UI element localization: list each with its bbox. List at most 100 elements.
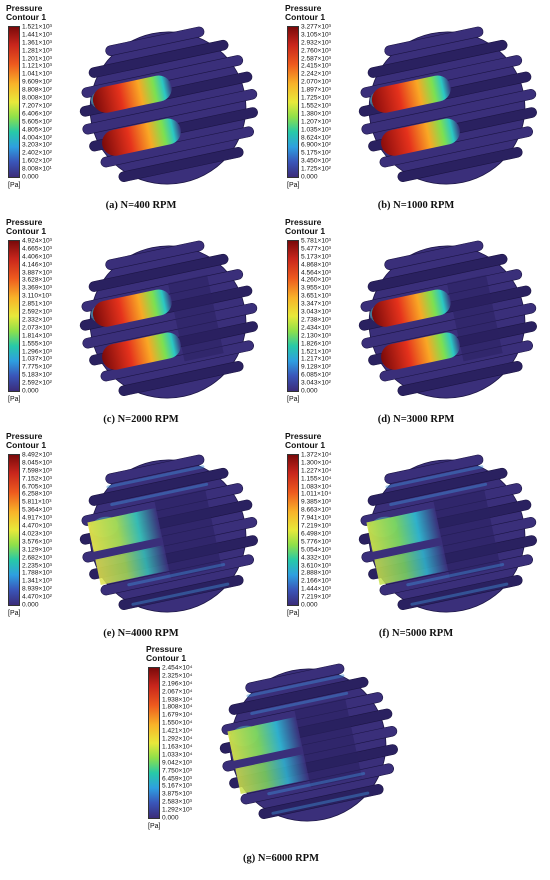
colorbar-tick-label: 7.207×10² — [22, 102, 52, 110]
colorbar-tick-label: 4.146×10³ — [22, 261, 52, 269]
colorbar-tick-label: 9.042×10³ — [162, 759, 192, 767]
colorbar-tick-label: 7.941×10³ — [301, 514, 331, 522]
colorbar — [148, 667, 160, 819]
colorbar-tick-label: 3.887×10³ — [22, 269, 52, 277]
colorbar-tick-label: 4.564×10³ — [301, 269, 331, 277]
legend-title-line2: Contour 1 — [285, 440, 326, 450]
colorbar-tick-label: 1.281×10³ — [22, 47, 52, 55]
colorbar-tick-label: 1.227×10⁴ — [301, 467, 332, 475]
colorbar — [287, 454, 299, 606]
colorbar-tick-label: 2.434×10³ — [301, 324, 331, 332]
colorbar-tick-label: 4.665×10³ — [22, 245, 52, 253]
colorbar-tick-label: 2.242×10³ — [301, 70, 331, 78]
legend: Pressure Contour 1 1.372×10⁴ 1.300×10⁴ 1.227… — [285, 432, 355, 618]
panel-b: Pressure Contour 1 3.277×10³ 3.105×10³ 2.932… — [285, 4, 547, 219]
panel-c: Pressure Contour 1 4.924×10³ 4.665×10³ 4.406… — [6, 218, 276, 433]
colorbar-tick-label: 5.183×10² — [22, 371, 52, 379]
colorbar-tick-label: 5.167×10³ — [162, 782, 192, 790]
legend-unit: [Pa] — [8, 396, 21, 403]
panel-caption: (f) N=5000 RPM — [378, 628, 454, 639]
colorbar-tick-label: 1.555×10³ — [22, 340, 52, 348]
colorbar-tick-label: 1.521×10³ — [301, 348, 331, 356]
colorbar-tick-label: 2.682×10³ — [22, 554, 52, 562]
legend: Pressure Contour 1 3.277×10³ 3.105×10³ 2.932… — [285, 3, 355, 190]
colorbar — [8, 454, 20, 606]
colorbar-tick-label: 7.750×10³ — [162, 767, 192, 775]
legend: Pressure Contour 1 4.924×10³ 4.665×10³ 4.406… — [6, 217, 76, 404]
colorbar — [8, 26, 20, 178]
legend: Pressure Contour 1 8.492×10³ 8.045×10³ 7.598… — [6, 432, 76, 618]
colorbar-tick-label: 2.932×10³ — [301, 39, 331, 47]
colorbar-tick-label: 4.470×10³ — [22, 522, 52, 530]
colorbar-tick-label: 0.000 — [162, 814, 179, 822]
colorbar-tick-label: 6.406×10² — [22, 110, 52, 118]
legend-title-line1: Pressure — [285, 3, 322, 13]
colorbar-tick-label: 5.175×10² — [301, 149, 331, 157]
colorbar-tick-label: 5.477×10³ — [301, 245, 331, 253]
colorbar-tick-label: 1.552×10³ — [301, 102, 331, 110]
legend-unit: [Pa] — [8, 610, 21, 617]
colorbar-tick-label: 1.292×10⁴ — [162, 735, 193, 743]
colorbar-tick-label: 2.130×10³ — [301, 332, 331, 340]
colorbar — [287, 240, 299, 392]
colorbar-tick-label: 2.070×10³ — [301, 78, 331, 86]
legend-title-line2: Contour 1 — [146, 653, 187, 663]
colorbar-tick-label: 3.043×10² — [301, 379, 331, 387]
colorbar-tick-label: 1.292×10³ — [162, 806, 192, 814]
colorbar-tick-label: 5.054×10³ — [301, 546, 331, 554]
pressure-contour-render — [68, 232, 268, 412]
colorbar-tick-label: 1.897×10³ — [301, 86, 331, 94]
colorbar-tick-label: 2.332×10³ — [22, 316, 52, 324]
colorbar-tick-label: 4.470×10² — [22, 593, 52, 601]
colorbar-tick-label: 1.808×10⁴ — [162, 703, 193, 711]
colorbar-tick-label: 2.592×10³ — [22, 308, 52, 316]
legend-unit: [Pa] — [287, 396, 300, 403]
colorbar-tick-label: 6.900×10² — [301, 141, 331, 149]
panel-f: Pressure Contour 1 1.372×10⁴ 1.300×10⁴ 1.227… — [285, 432, 547, 647]
colorbar-tick-label: 1.444×10³ — [301, 585, 331, 593]
colorbar-tick-label: 2.067×10⁴ — [162, 688, 193, 696]
colorbar-tick-label: 3.129×10³ — [22, 546, 52, 554]
legend-title-line1: Pressure — [6, 217, 43, 227]
colorbar-tick-label: 2.073×10³ — [22, 324, 52, 332]
legend-unit: [Pa] — [287, 610, 300, 617]
colorbar-tick-label: 9.128×10² — [301, 363, 331, 371]
colorbar-tick-label: 1.033×10⁴ — [162, 751, 193, 759]
colorbar-tick-label: 7.598×10³ — [22, 467, 52, 475]
colorbar-tick-label: 3.610×10³ — [301, 562, 331, 570]
colorbar-tick-label: 8.808×10² — [22, 86, 52, 94]
legend-title-line2: Contour 1 — [6, 12, 47, 22]
colorbar-tick-label: 1.550×10⁴ — [162, 719, 193, 727]
legend-unit: [Pa] — [287, 182, 300, 189]
colorbar-tick-label: 7.219×10² — [301, 593, 331, 601]
pressure-contour-render — [347, 446, 547, 626]
legend-title-line1: Pressure — [6, 3, 43, 13]
colorbar-tick-label: 4.332×10³ — [301, 554, 331, 562]
colorbar-tick-label: 5.781×10³ — [301, 237, 331, 245]
colorbar-tick-label: 1.361×10³ — [22, 39, 52, 47]
colorbar-tick-label: 1.788×10³ — [22, 569, 52, 577]
panel-e: Pressure Contour 1 8.492×10³ 8.045×10³ 7.598… — [6, 432, 276, 647]
panel-a: Pressure Contour 1 1.521×10³ 1.441×10³ 1.361… — [6, 4, 276, 219]
colorbar-tick-label: 1.300×10⁴ — [301, 459, 332, 467]
colorbar-tick-label: 2.738×10³ — [301, 316, 331, 324]
colorbar-tick-label: 7.152×10³ — [22, 475, 52, 483]
colorbar-tick-label: 4.406×10³ — [22, 253, 52, 261]
panel-caption: (d) N=3000 RPM — [377, 414, 455, 425]
legend-unit: [Pa] — [8, 182, 21, 189]
colorbar-tick-label: 2.583×10³ — [162, 798, 192, 806]
colorbar-tick-label: 1.163×10⁴ — [162, 743, 193, 751]
colorbar-tick-label: 1.296×10³ — [22, 348, 52, 356]
colorbar-tick-label: 1.121×10³ — [22, 62, 52, 70]
colorbar — [287, 26, 299, 178]
colorbar-tick-label: 2.166×10³ — [301, 577, 331, 585]
colorbar-tick-label: 1.155×10⁴ — [301, 475, 332, 483]
colorbar-tick-label: 6.258×10³ — [22, 490, 52, 498]
colorbar-tick-label: 1.421×10⁴ — [162, 727, 193, 735]
colorbar-tick-label: 3.347×10³ — [301, 300, 331, 308]
colorbar-tick-label: 2.415×10³ — [301, 62, 331, 70]
pressure-contour-render — [68, 18, 268, 198]
colorbar-tick-label: 1.679×10⁴ — [162, 711, 193, 719]
colorbar-tick-label: 1.341×10³ — [22, 577, 52, 585]
colorbar-tick-label: 6.085×10² — [301, 371, 331, 379]
